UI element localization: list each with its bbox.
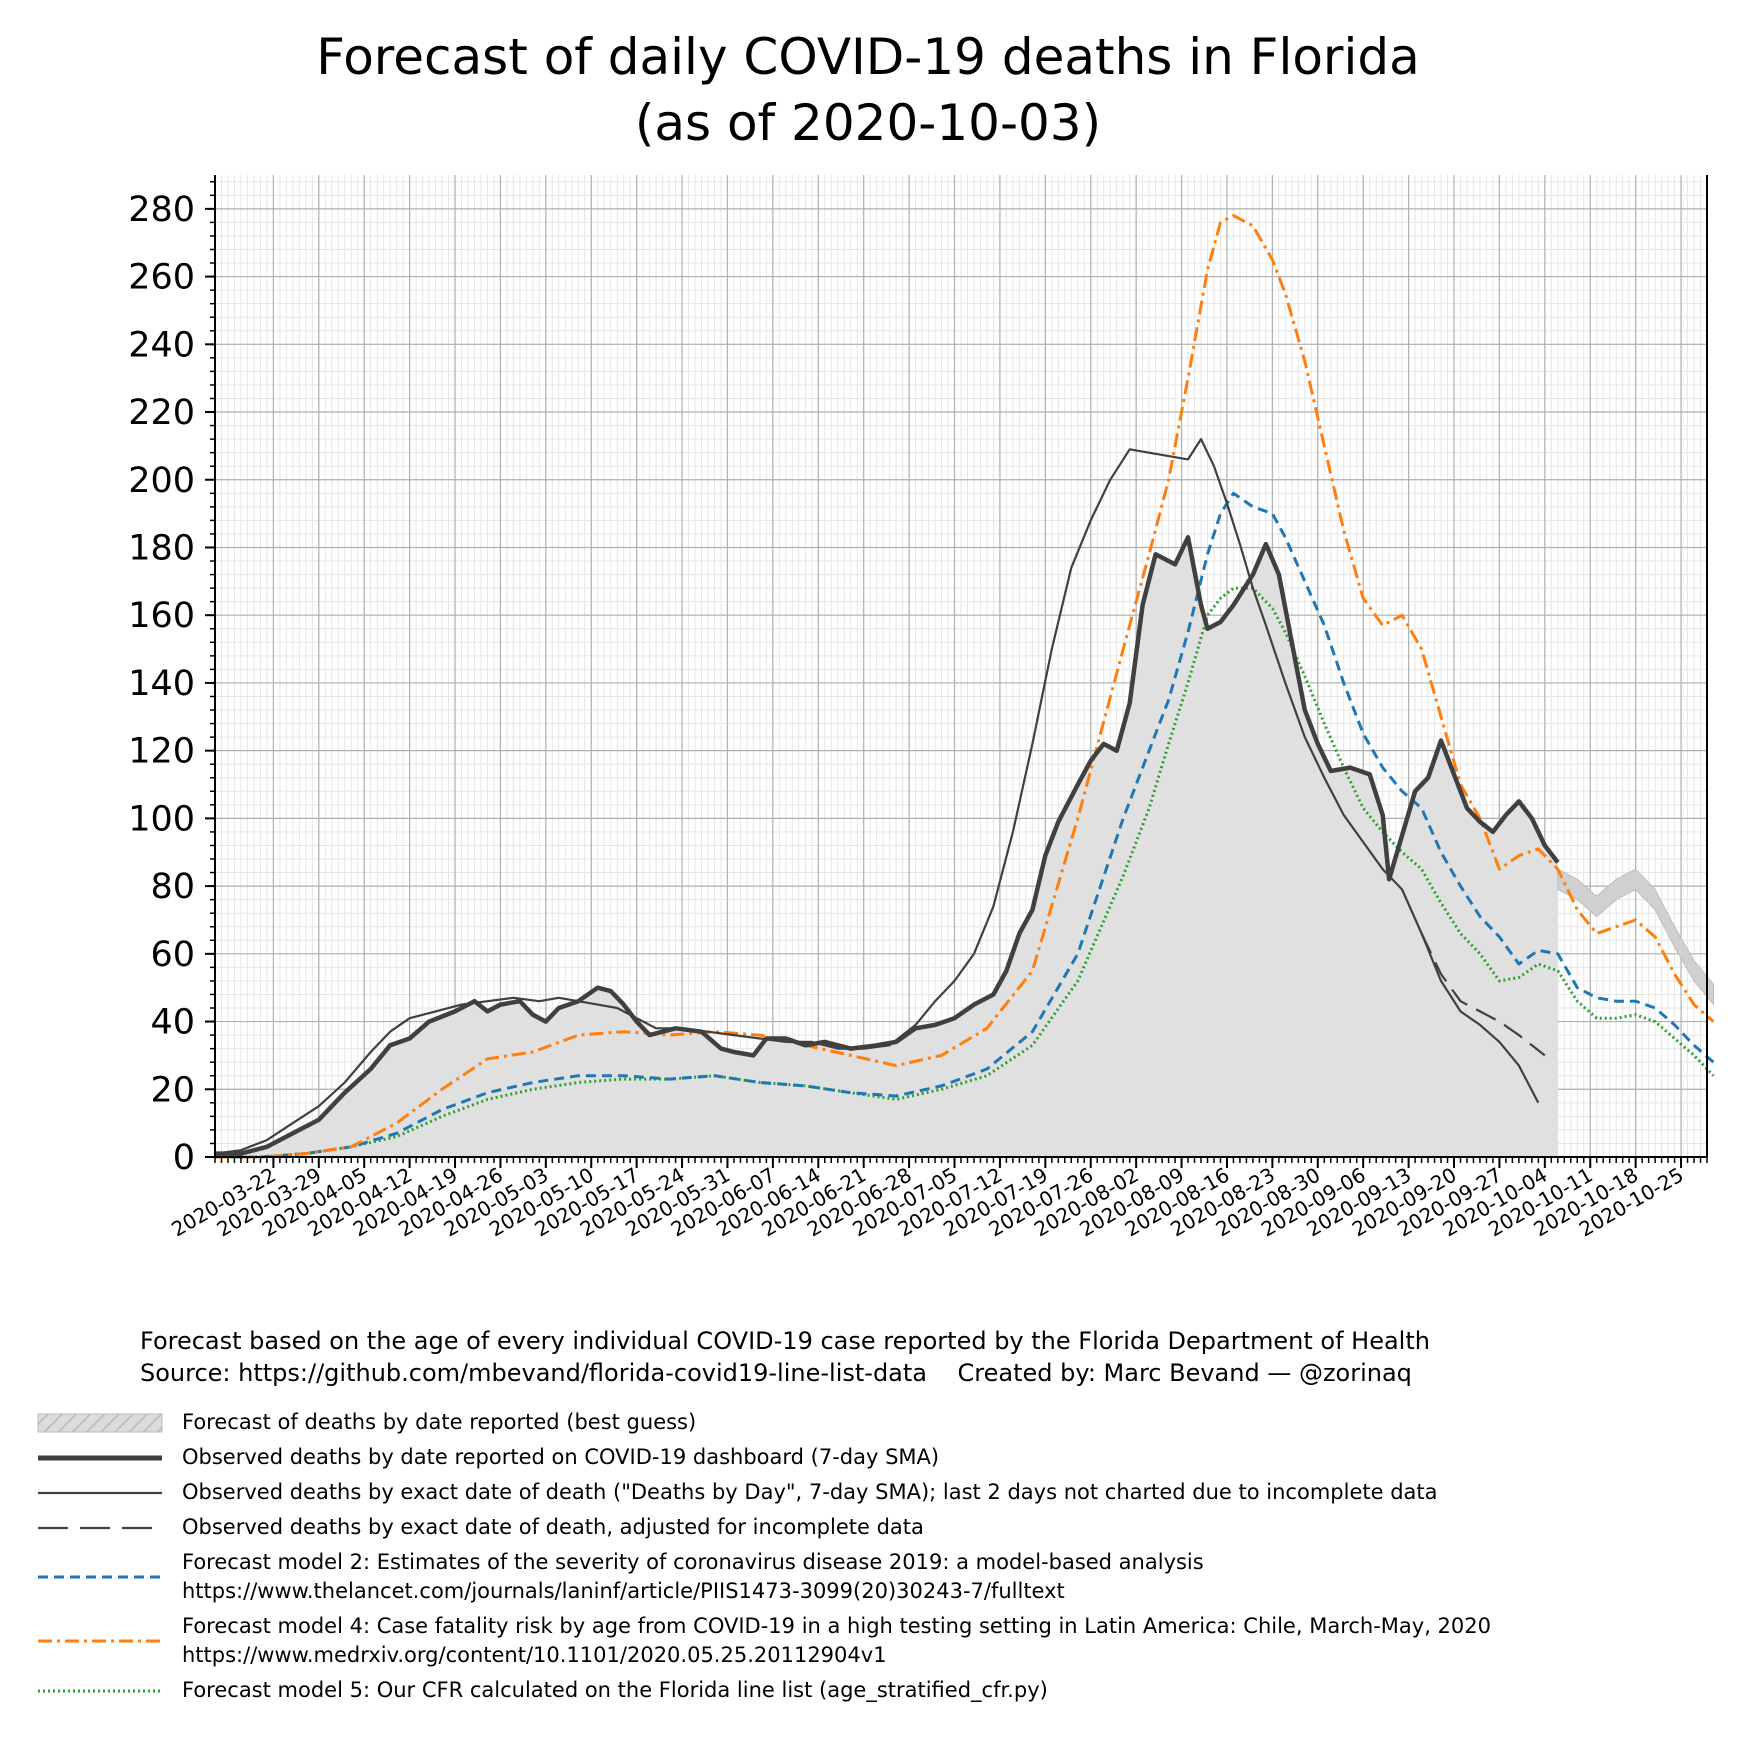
y-tick-label: 280 (128, 190, 195, 230)
observed-area (215, 537, 1558, 1157)
y-tick-label: 60 (150, 935, 195, 975)
y-tick-label: 240 (128, 325, 195, 365)
y-tick-label: 140 (128, 664, 195, 704)
series-layer (214, 214, 1715, 1159)
forecast-band (1557, 868, 1714, 1006)
y-tick-label: 20 (150, 1070, 195, 1110)
legend-item-model5: Forecast model 5: Our CFR calculated on … (36, 1676, 1716, 1705)
legend-label-model4: Forecast model 4: Case fatality risk by … (182, 1614, 1492, 1667)
legend-label-model5: Forecast model 5: Our CFR calculated on … (182, 1678, 1048, 1702)
y-tick-label: 40 (150, 1003, 195, 1043)
legend-label-dashboard: Observed deaths by date reported on COVI… (182, 1445, 940, 1469)
chart-notes: Forecast based on the age of every indiv… (140, 1325, 1430, 1389)
chart-title-line2: (as of 2020-10-03) (635, 94, 1101, 152)
area-layer (215, 537, 1714, 1157)
legend-item-exact-date: Observed deaths by exact date of death (… (36, 1478, 1716, 1507)
legend-item-dashboard: Observed deaths by date reported on COVI… (36, 1443, 1716, 1472)
legend-item-model2: Forecast model 2: Estimates of the sever… (36, 1548, 1716, 1606)
legend-label-best-guess: Forecast of deaths by date reported (bes… (182, 1410, 697, 1434)
series-line-exact-date-adjusted (1420, 933, 1546, 1057)
legend-key-orange-dashdot (38, 1639, 162, 1643)
y-tick-label: 200 (128, 461, 195, 501)
y-tick-label: 80 (150, 867, 195, 907)
legend-key-blue-dashed (38, 1575, 162, 1579)
y-tick-label: 180 (128, 528, 195, 568)
chart-title-line1: Forecast of daily COVID-19 deaths in Flo… (316, 28, 1420, 86)
legend-item-best-guess: Forecast of deaths by date reported (bes… (36, 1408, 1716, 1437)
notes-line2: Source: https://github.com/mbevand/flori… (140, 1359, 1412, 1387)
legend-label-adjusted: Observed deaths by exact date of death, … (182, 1515, 924, 1539)
chart: Forecast of daily COVID-19 deaths in Flo… (128, 28, 1715, 1241)
legend: Forecast of deaths by date reported (bes… (36, 1408, 1716, 1711)
legend-label-exact-date: Observed deaths by exact date of death (… (182, 1480, 1438, 1504)
series-line-dashboard (215, 535, 1560, 1156)
y-tick-label: 160 (128, 596, 195, 636)
legend-item-model4: Forecast model 4: Case fatality risk by … (36, 1612, 1716, 1670)
y-tick-label: 0 (173, 1138, 195, 1178)
legend-key-long-dash (38, 1526, 162, 1529)
y-tick-label: 100 (128, 799, 195, 839)
series-line-model4 (215, 214, 1715, 1159)
legend-key-green-dotted (38, 1689, 162, 1692)
legend-item-adjusted: Observed deaths by exact date of death, … (36, 1513, 1716, 1542)
notes-line1: Forecast based on the age of every indiv… (140, 1327, 1430, 1355)
y-tick-label: 220 (128, 393, 195, 433)
legend-key-hatched-band (37, 1413, 163, 1432)
legend-label-model2: Forecast model 2: Estimates of the sever… (182, 1550, 1204, 1603)
y-tick-label: 260 (128, 258, 195, 298)
legend-key-thick-line (38, 1455, 162, 1460)
y-tick-label: 120 (128, 732, 195, 772)
legend-key-thin-line (38, 1491, 162, 1494)
series-line-model5 (215, 586, 1715, 1159)
